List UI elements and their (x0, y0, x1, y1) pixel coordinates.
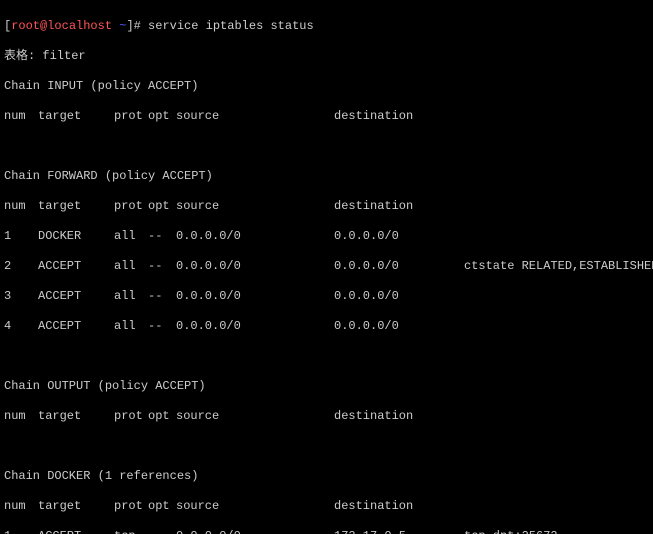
header-row: numtargetprotoptsourcedestination (4, 499, 649, 514)
rule-row: 2ACCEPTall--0.0.0.0/00.0.0.0/0ctstate RE… (4, 259, 649, 274)
chain-title: Chain INPUT (policy ACCEPT) (4, 79, 649, 94)
header-row: numtargetprotoptsourcedestination (4, 109, 649, 124)
chain-title: Chain OUTPUT (policy ACCEPT) (4, 379, 649, 394)
blank-line (4, 349, 649, 364)
prompt-cwd: ~ (119, 19, 126, 33)
blank-line (4, 139, 649, 154)
rule-row: 3ACCEPTall--0.0.0.0/00.0.0.0/0 (4, 289, 649, 304)
prompt-command: service iptables status (148, 19, 314, 33)
blank-line (4, 439, 649, 454)
prompt-user-host: root@localhost (11, 19, 112, 33)
table-label-filter: 表格: filter (4, 49, 649, 64)
header-row: numtargetprotoptsourcedestination (4, 409, 649, 424)
rule-row: 1ACCEPTtcp--0.0.0.0/0172.17.0.5tcp dpt:2… (4, 529, 649, 534)
terminal-output: [root@localhost ~]# service iptables sta… (0, 0, 653, 534)
chain-title: Chain FORWARD (policy ACCEPT) (4, 169, 649, 184)
chain-title: Chain DOCKER (1 references) (4, 469, 649, 484)
rule-row: 1DOCKERall--0.0.0.0/00.0.0.0/0 (4, 229, 649, 244)
prompt-line[interactable]: [root@localhost ~]# service iptables sta… (4, 19, 649, 34)
rule-row: 4ACCEPTall--0.0.0.0/00.0.0.0/0 (4, 319, 649, 334)
header-row: numtargetprotoptsourcedestination (4, 199, 649, 214)
